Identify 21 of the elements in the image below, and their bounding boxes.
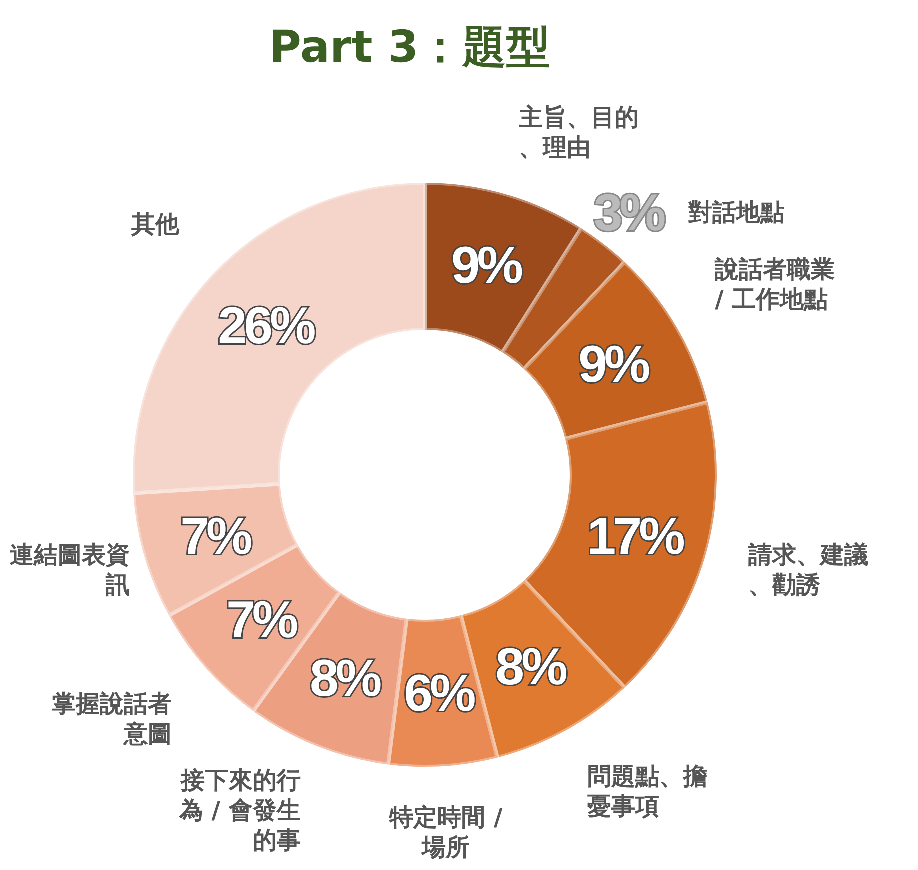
data-label: 9% — [578, 336, 650, 394]
slice-label: 特定時間 / 場所 — [388, 803, 503, 862]
data-label: 8% — [310, 650, 381, 708]
data-label: 3% — [594, 184, 665, 243]
slice-label: 對話地點 — [687, 198, 784, 227]
slice-label: 主旨、目的、理由 — [518, 103, 640, 162]
data-label: 6% — [404, 665, 476, 724]
data-label: 9% — [451, 237, 522, 296]
slice-label: 掌握說話者意圖 — [52, 690, 172, 748]
chart-title: Part 3：題型 — [269, 22, 551, 73]
slice-label: 請求、建議、勸誘 — [748, 541, 869, 600]
data-label: 7% — [226, 591, 298, 650]
data-label: 26% — [218, 297, 316, 356]
slice-label: 接下來的行為 / 會發生的事 — [178, 766, 301, 854]
slice-label: 說話者職業 / 工作地點 — [714, 255, 836, 314]
data-label: 7% — [180, 508, 252, 566]
data-label: 8% — [496, 638, 567, 696]
slice-label: 連結圖表資訊 — [10, 541, 130, 600]
data-label: 17% — [587, 508, 684, 566]
slice-label: 其他 — [130, 210, 180, 238]
slice-label: 問題點、擔憂事項 — [587, 762, 708, 820]
